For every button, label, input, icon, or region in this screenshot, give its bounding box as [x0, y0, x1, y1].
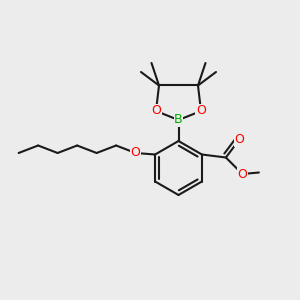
Text: O: O — [237, 167, 247, 181]
Text: B: B — [174, 113, 183, 127]
Text: O: O — [234, 133, 244, 146]
Text: O: O — [151, 104, 161, 118]
Text: O: O — [131, 146, 141, 160]
Text: O: O — [196, 104, 206, 118]
